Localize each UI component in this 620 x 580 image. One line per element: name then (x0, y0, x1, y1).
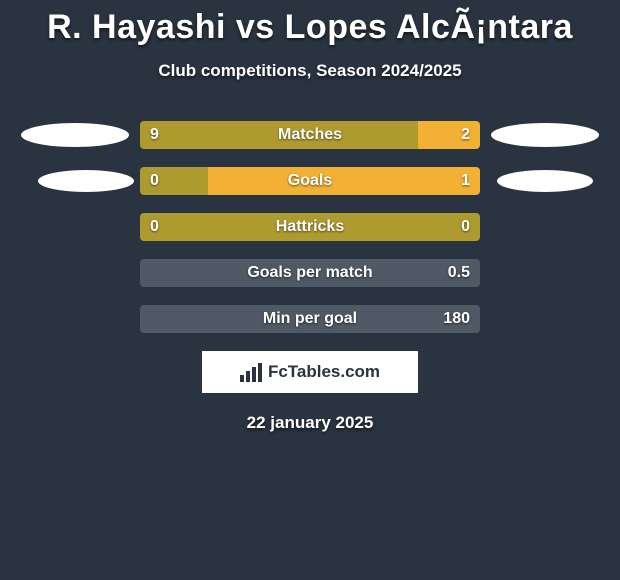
stat-bar: 92Matches (140, 121, 480, 149)
comparison-row: 180Min per goal (0, 305, 620, 333)
date-label: 22 january 2025 (0, 413, 620, 433)
player-left-oval (38, 170, 134, 192)
page-subtitle: Club competitions, Season 2024/2025 (0, 61, 620, 81)
player-right-slot (480, 170, 610, 192)
source-logo: FcTables.com (202, 351, 418, 393)
player-left-slot (10, 170, 140, 192)
stat-bar: 01Goals (140, 167, 480, 195)
infographic-container: R. Hayashi vs Lopes AlcÃ¡ntara Club comp… (0, 0, 620, 433)
bar-chart-icon (240, 362, 262, 382)
player-left-slot (10, 123, 140, 147)
stat-label: Hattricks (140, 213, 480, 241)
player-left-oval (21, 123, 129, 147)
stat-label: Min per goal (140, 305, 480, 333)
comparison-row: 01Goals (0, 167, 620, 195)
source-logo-text: FcTables.com (268, 362, 380, 382)
player-right-slot (480, 123, 610, 147)
stat-label: Goals (140, 167, 480, 195)
comparison-row: 0.5Goals per match (0, 259, 620, 287)
player-right-oval (491, 123, 599, 147)
stat-bar: 0.5Goals per match (140, 259, 480, 287)
page-title: R. Hayashi vs Lopes AlcÃ¡ntara (0, 8, 620, 47)
comparison-rows: 92Matches 01Goals 00Hattricks 0.5Goals per … (0, 121, 620, 333)
stat-label: Matches (140, 121, 480, 149)
player-right-oval (497, 170, 593, 192)
comparison-row: 92Matches (0, 121, 620, 149)
stat-label: Goals per match (140, 259, 480, 287)
stat-bar: 00Hattricks (140, 213, 480, 241)
comparison-row: 00Hattricks (0, 213, 620, 241)
stat-bar: 180Min per goal (140, 305, 480, 333)
